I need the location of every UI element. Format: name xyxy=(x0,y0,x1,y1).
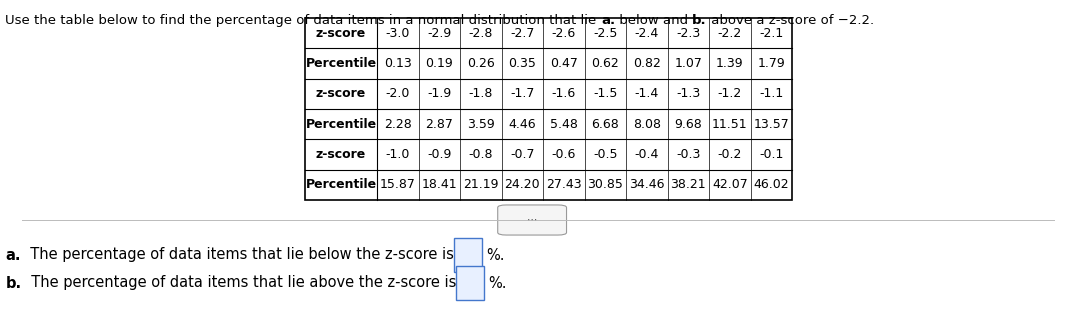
Text: above a z-score of −2.2.: above a z-score of −2.2. xyxy=(707,14,874,28)
Text: -1.7: -1.7 xyxy=(511,87,534,100)
Text: Percentile: Percentile xyxy=(305,57,376,70)
Text: 9.68: 9.68 xyxy=(674,118,702,131)
Text: 21.19: 21.19 xyxy=(463,178,499,191)
Text: -1.2: -1.2 xyxy=(718,87,742,100)
Text: -0.7: -0.7 xyxy=(510,148,534,161)
Text: z-score: z-score xyxy=(316,148,367,161)
Text: 8.08: 8.08 xyxy=(633,118,661,131)
Text: 0.26: 0.26 xyxy=(467,57,495,70)
Text: The percentage of data items that lie below the z-score is: The percentage of data items that lie be… xyxy=(20,247,454,262)
Text: -1.1: -1.1 xyxy=(759,87,784,100)
Text: -2.4: -2.4 xyxy=(634,27,659,40)
Text: 0.35: 0.35 xyxy=(508,57,536,70)
Text: -2.2: -2.2 xyxy=(718,27,742,40)
FancyBboxPatch shape xyxy=(498,205,567,235)
Text: -2.8: -2.8 xyxy=(469,27,493,40)
Text: 34.46: 34.46 xyxy=(629,178,664,191)
Text: -2.6: -2.6 xyxy=(551,27,576,40)
Text: 46.02: 46.02 xyxy=(754,178,789,191)
Text: -0.8: -0.8 xyxy=(469,148,493,161)
Text: -3.0: -3.0 xyxy=(386,27,410,40)
Text: -1.8: -1.8 xyxy=(469,87,493,100)
Text: -2.0: -2.0 xyxy=(386,87,410,100)
Text: b.: b. xyxy=(692,14,707,28)
Text: ⋯: ⋯ xyxy=(527,215,538,225)
Text: 0.82: 0.82 xyxy=(633,57,661,70)
Text: -1.6: -1.6 xyxy=(551,87,576,100)
Text: Percentile: Percentile xyxy=(305,118,376,131)
Text: 24.20: 24.20 xyxy=(504,178,540,191)
Text: -2.3: -2.3 xyxy=(676,27,701,40)
Text: 4.46: 4.46 xyxy=(508,118,536,131)
Text: -2.1: -2.1 xyxy=(759,27,784,40)
Text: 1.07: 1.07 xyxy=(674,57,702,70)
Text: -0.1: -0.1 xyxy=(759,148,784,161)
Text: -2.7: -2.7 xyxy=(511,27,534,40)
Text: Percentile: Percentile xyxy=(305,178,376,191)
Text: 0.19: 0.19 xyxy=(426,57,454,70)
Bar xyxy=(456,266,484,300)
Text: -0.6: -0.6 xyxy=(551,148,576,161)
Text: -1.0: -1.0 xyxy=(386,148,410,161)
Text: -1.9: -1.9 xyxy=(427,87,452,100)
Text: -2.5: -2.5 xyxy=(593,27,617,40)
Text: 13.57: 13.57 xyxy=(754,118,789,131)
Text: The percentage of data items that lie above the z-score is: The percentage of data items that lie ab… xyxy=(22,276,456,291)
Text: 18.41: 18.41 xyxy=(421,178,457,191)
Text: 27.43: 27.43 xyxy=(546,178,582,191)
Bar xyxy=(454,238,482,272)
Text: z-score: z-score xyxy=(316,27,367,40)
Text: a.: a. xyxy=(601,14,615,28)
Text: 3.59: 3.59 xyxy=(467,118,495,131)
Text: 2.28: 2.28 xyxy=(384,118,412,131)
Text: a.: a. xyxy=(5,247,20,262)
Text: -0.2: -0.2 xyxy=(718,148,742,161)
Text: %.: %. xyxy=(486,247,504,262)
Text: 0.62: 0.62 xyxy=(591,57,619,70)
Text: 11.51: 11.51 xyxy=(712,118,747,131)
Text: %.: %. xyxy=(488,276,506,291)
Text: 42.07: 42.07 xyxy=(712,178,747,191)
Text: 5.48: 5.48 xyxy=(549,118,577,131)
Text: 6.68: 6.68 xyxy=(591,118,619,131)
Text: -2.9: -2.9 xyxy=(427,27,452,40)
Text: 38.21: 38.21 xyxy=(671,178,706,191)
Text: b.: b. xyxy=(5,276,22,291)
Text: z-score: z-score xyxy=(316,87,367,100)
Text: below and: below and xyxy=(615,14,692,28)
Text: -1.4: -1.4 xyxy=(634,87,659,100)
Text: -0.4: -0.4 xyxy=(634,148,659,161)
Text: 1.39: 1.39 xyxy=(716,57,744,70)
Text: 15.87: 15.87 xyxy=(379,178,416,191)
Text: -0.3: -0.3 xyxy=(676,148,701,161)
Text: 30.85: 30.85 xyxy=(587,178,624,191)
Text: 2.87: 2.87 xyxy=(426,118,454,131)
Bar xyxy=(305,18,792,200)
Text: 1.79: 1.79 xyxy=(758,57,785,70)
Text: 0.13: 0.13 xyxy=(384,57,412,70)
Text: 0.47: 0.47 xyxy=(549,57,577,70)
Text: -1.5: -1.5 xyxy=(593,87,617,100)
Text: Use the table below to find the percentage of data items in a normal distributio: Use the table below to find the percenta… xyxy=(5,14,601,28)
Text: -1.3: -1.3 xyxy=(676,87,701,100)
Text: -0.5: -0.5 xyxy=(593,148,617,161)
Text: -0.9: -0.9 xyxy=(427,148,452,161)
